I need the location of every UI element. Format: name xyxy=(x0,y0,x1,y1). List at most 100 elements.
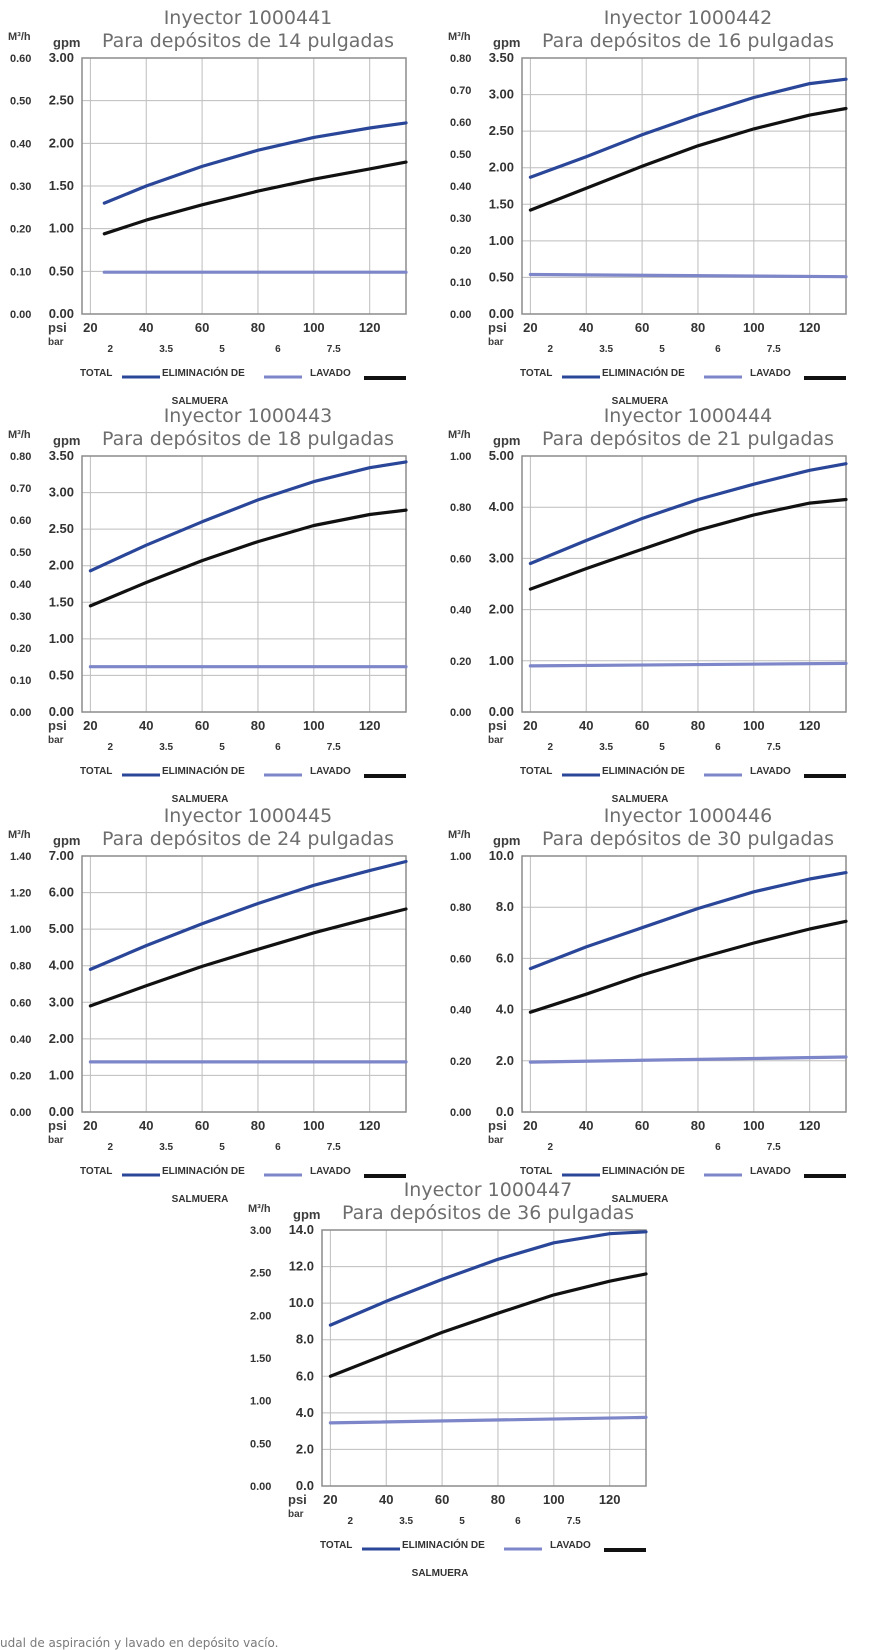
bar-tick-label: 6 xyxy=(275,1142,281,1153)
series-lavado-line xyxy=(528,919,848,1014)
x-tick-label: 120 xyxy=(799,718,821,733)
legend-elim-label: ELIMINACIÓN DE xyxy=(602,1164,685,1177)
x-tick-label: 40 xyxy=(579,320,593,335)
y-tick-label: 1.00 xyxy=(49,221,74,236)
m3h-tick-label: 0.80 xyxy=(450,502,471,514)
m3h-tick-label: 1.00 xyxy=(450,451,471,463)
y-tick-label: 5.00 xyxy=(49,921,74,936)
series-total-line xyxy=(528,871,848,971)
bar-tick-label: 3.5 xyxy=(159,344,173,355)
series-total-line xyxy=(88,859,408,971)
bar-tick-label: 3.5 xyxy=(399,1516,413,1527)
series-salmuera-line xyxy=(528,661,848,668)
y-tick-label: 10.0 xyxy=(289,1295,314,1310)
legend-lavado-label: LAVADO xyxy=(750,1166,791,1177)
y-tick-label: 0.50 xyxy=(49,263,74,278)
legend-elim-label: ELIMINACIÓN DE xyxy=(162,366,245,379)
x-tick-label: 20 xyxy=(523,320,537,335)
y-tick-label: 0.00 xyxy=(489,704,514,719)
m3h-tick-label: 0.30 xyxy=(10,181,31,193)
bar-tick-label: 7.5 xyxy=(327,344,341,355)
y-tick-label: 2.00 xyxy=(489,602,514,617)
chart-title: Inyector 1000444 xyxy=(604,405,773,427)
chart-subtitle: Para depósitos de 16 pulgadas xyxy=(542,30,834,52)
plot-frame xyxy=(521,455,847,713)
m3h-unit-label: M³/h xyxy=(8,429,31,441)
plot-frame xyxy=(321,1229,647,1487)
chart-title: Inyector 1000441 xyxy=(164,7,333,29)
m3h-tick-label: 0.00 xyxy=(10,1107,31,1119)
legend-elim-label: ELIMINACIÓN DE xyxy=(602,764,685,777)
bar-tick-label: 2 xyxy=(548,742,554,753)
y-tick-label: 1.50 xyxy=(49,178,74,193)
legend-lavado-label: LAVADO xyxy=(750,368,791,379)
y-tick-label: 0.0 xyxy=(496,1104,514,1119)
legend-salmuera-label: SALMUERA xyxy=(612,1194,669,1205)
y-tick-label: 7.00 xyxy=(49,848,74,863)
y-tick-label: 3.00 xyxy=(489,87,514,102)
x-tick-label: 100 xyxy=(303,320,325,335)
psi-label: psi xyxy=(488,320,507,335)
m3h-tick-label: 1.50 xyxy=(250,1353,271,1365)
x-tick-label: 20 xyxy=(83,1118,97,1133)
x-tick-label: 100 xyxy=(303,718,325,733)
y-tick-label: 2.00 xyxy=(49,558,74,573)
m3h-tick-label: 0.70 xyxy=(450,85,471,97)
legend-elim-label: ELIMINACIÓN DE xyxy=(402,1538,485,1551)
m3h-tick-label: 0.40 xyxy=(450,605,471,617)
x-tick-label: 120 xyxy=(359,320,381,335)
bar-tick-label: 2 xyxy=(108,1142,114,1153)
legend-total-label: TOTAL xyxy=(520,766,552,777)
series-lavado-line xyxy=(88,907,408,1008)
x-tick-label: 40 xyxy=(139,320,153,335)
legend-salmuera-label: SALMUERA xyxy=(412,1568,469,1579)
m3h-tick-label: 1.00 xyxy=(10,924,31,936)
y-tick-label: 2.50 xyxy=(49,93,74,108)
x-tick-label: 40 xyxy=(379,1492,393,1507)
chart-title: Inyector 1000447 xyxy=(404,1179,573,1201)
y-tick-label: 2.0 xyxy=(296,1441,314,1456)
y-tick-label: 6.00 xyxy=(49,885,74,900)
y-tick-label: 0.00 xyxy=(49,704,74,719)
x-tick-label: 40 xyxy=(139,718,153,733)
bar-tick-label: 6 xyxy=(715,742,721,753)
y-tick-label: 3.50 xyxy=(489,50,514,65)
bar-tick-label: 6 xyxy=(275,344,281,355)
bar-label: bar xyxy=(488,1135,504,1146)
bar-tick-label: 2 xyxy=(548,1142,554,1153)
psi-label: psi xyxy=(48,320,67,335)
gpm-unit-label: gpm xyxy=(293,1207,320,1222)
m3h-tick-label: 0.10 xyxy=(450,277,471,289)
m3h-tick-label: 2.00 xyxy=(250,1310,271,1322)
m3h-tick-label: 0.50 xyxy=(450,149,471,161)
x-tick-label: 60 xyxy=(635,718,649,733)
bar-tick-label: 7.5 xyxy=(327,1142,341,1153)
x-tick-label: 60 xyxy=(635,1118,649,1133)
bar-label: bar xyxy=(488,337,504,348)
legend-salmuera-label: SALMUERA xyxy=(172,1194,229,1205)
chart-subtitle: Para depósitos de 14 pulgadas xyxy=(102,30,394,52)
legend-elim-label: ELIMINACIÓN DE xyxy=(602,366,685,379)
x-tick-label: 40 xyxy=(139,1118,153,1133)
m3h-tick-label: 2.50 xyxy=(250,1268,271,1280)
series-lavado-line xyxy=(88,508,408,608)
m3h-tick-label: 0.40 xyxy=(10,1034,31,1046)
bar-tick-label: 5 xyxy=(659,742,665,753)
m3h-tick-label: 0.10 xyxy=(10,675,31,687)
chart-subtitle: Para depósitos de 36 pulgadas xyxy=(342,1202,634,1224)
m3h-tick-label: 0.60 xyxy=(450,953,471,965)
y-tick-label: 1.00 xyxy=(49,1067,74,1082)
bar-tick-label: 3.5 xyxy=(159,742,173,753)
x-tick-label: 40 xyxy=(579,718,593,733)
plot-frame xyxy=(81,57,407,315)
legend-lavado-label: LAVADO xyxy=(310,368,351,379)
bar-tick-label: 5 xyxy=(659,344,665,355)
psi-label: psi xyxy=(48,1118,67,1133)
bar-label: bar xyxy=(488,735,504,746)
series-lavado-line xyxy=(328,1272,648,1378)
m3h-tick-label: 1.20 xyxy=(10,888,31,900)
m3h-tick-label: 0.00 xyxy=(450,309,471,321)
